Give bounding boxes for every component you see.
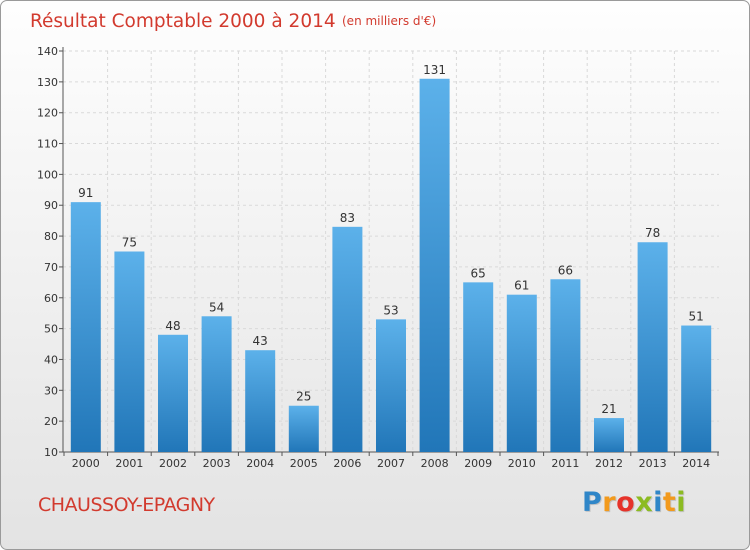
value-label-2013: 78 bbox=[645, 226, 660, 240]
value-label-2011: 66 bbox=[558, 263, 573, 277]
x-tick-label-2005: 2005 bbox=[290, 457, 318, 470]
logo-letter: P bbox=[582, 487, 603, 518]
y-tick-label: 40 bbox=[44, 353, 58, 366]
bar-2001 bbox=[114, 251, 145, 452]
logo-letter: o bbox=[616, 487, 636, 518]
y-tick-label: 100 bbox=[37, 168, 58, 181]
y-tick-label: 60 bbox=[44, 292, 58, 305]
value-label-2004: 43 bbox=[253, 334, 268, 348]
chart-unit: (en milliers d'€) bbox=[342, 14, 436, 28]
commune-name: CHAUSSOY-EPAGNY bbox=[38, 494, 215, 516]
bar-2010 bbox=[506, 294, 537, 452]
bar-2014 bbox=[681, 325, 712, 452]
y-tick-label: 80 bbox=[44, 230, 58, 243]
value-label-2014: 51 bbox=[689, 310, 704, 324]
value-label-2003: 54 bbox=[209, 300, 224, 314]
x-tick-label-2003: 2003 bbox=[203, 457, 231, 470]
x-tick-label-2007: 2007 bbox=[377, 457, 405, 470]
value-label-2005: 25 bbox=[296, 390, 311, 404]
x-tick-label-2014: 2014 bbox=[682, 457, 710, 470]
y-tick-label: 90 bbox=[44, 199, 58, 212]
y-tick-label: 30 bbox=[44, 384, 58, 397]
bar-2012 bbox=[594, 418, 624, 452]
value-label-2006: 83 bbox=[340, 211, 355, 225]
value-label-2002: 48 bbox=[165, 319, 180, 333]
value-label-2007: 53 bbox=[383, 303, 398, 317]
y-tick-label: 70 bbox=[44, 261, 58, 274]
value-label-2008: 131 bbox=[423, 63, 446, 77]
x-tick-label-2004: 2004 bbox=[246, 457, 274, 470]
logo-letter: x bbox=[635, 487, 654, 518]
bar-2008 bbox=[419, 78, 450, 452]
y-tick-label: 140 bbox=[37, 45, 58, 58]
bar-2007 bbox=[376, 319, 406, 452]
gridlines bbox=[63, 50, 719, 453]
chart-title: Résultat Comptable 2000 à 2014 bbox=[30, 11, 336, 32]
x-tick-label-2013: 2013 bbox=[639, 457, 667, 470]
y-tick-label: 110 bbox=[37, 138, 58, 151]
value-label-2000: 91 bbox=[78, 186, 93, 200]
y-tick-label: 120 bbox=[37, 107, 58, 120]
logo-letter: t bbox=[662, 487, 677, 518]
proxiti-logo: Proxiti bbox=[582, 487, 686, 518]
bar-2011 bbox=[550, 279, 581, 452]
bar-2005 bbox=[288, 405, 319, 452]
bar-2002 bbox=[158, 334, 188, 452]
value-label-2001: 75 bbox=[122, 236, 137, 250]
x-tick-label-2000: 2000 bbox=[72, 457, 100, 470]
bar-2000 bbox=[70, 202, 101, 452]
logo-letter: i bbox=[676, 487, 687, 518]
x-tick-label-2008: 2008 bbox=[421, 457, 449, 470]
axes: 10 20 30 40 50 60 70 80 90 100 110 120 130 140 2000 200… bbox=[37, 45, 719, 470]
y-tick-label: 50 bbox=[44, 323, 58, 336]
y-tick-label: 10 bbox=[44, 446, 58, 459]
x-tick-label-2006: 2006 bbox=[333, 457, 361, 470]
logo-letter: i bbox=[653, 487, 663, 518]
y-tick-label: 20 bbox=[44, 415, 58, 428]
x-tick-label-2001: 2001 bbox=[115, 457, 143, 470]
value-label-2009: 65 bbox=[471, 266, 486, 280]
x-tick-label-2011: 2011 bbox=[551, 457, 579, 470]
x-tick-label-2010: 2010 bbox=[508, 457, 536, 470]
bar-2009 bbox=[463, 282, 494, 452]
bar-2006 bbox=[332, 226, 363, 452]
y-tick-label: 130 bbox=[37, 76, 58, 89]
logo-letter: r bbox=[602, 487, 617, 518]
value-label-2010: 61 bbox=[514, 279, 529, 293]
x-tick-label-2009: 2009 bbox=[464, 457, 492, 470]
bars bbox=[70, 78, 712, 452]
x-tick-label-2012: 2012 bbox=[595, 457, 623, 470]
value-labels: 91 75 48 54 43 25 83 53 131 65 61 66 21 78 51 bbox=[78, 63, 704, 416]
value-label-2012: 21 bbox=[601, 402, 616, 416]
bar-2004 bbox=[245, 350, 276, 452]
bar-2013 bbox=[637, 242, 668, 452]
bar-2003 bbox=[201, 316, 232, 452]
x-tick-label-2002: 2002 bbox=[159, 457, 187, 470]
